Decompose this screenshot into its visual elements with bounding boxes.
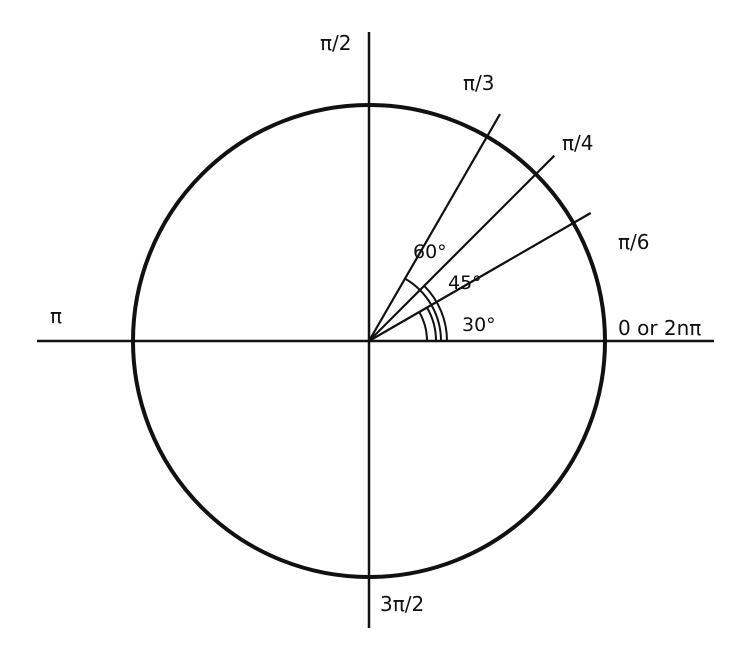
label-45-degrees: 45° [448, 272, 482, 294]
ray-pi-over-3 [368, 113, 501, 342]
ray-pi-over-6 [368, 212, 592, 342]
label-30-degrees: 30° [462, 314, 496, 336]
label-3pi-over-2: 3π/2 [380, 592, 424, 616]
arc-60-degrees [404, 277, 443, 342]
label-pi-over-3: π/3 [463, 71, 495, 95]
arc-45-degrees [423, 285, 449, 342]
label-pi-over-4: π/4 [562, 131, 594, 155]
ray-pi-over-4 [368, 154, 556, 342]
arc-30-degrees [418, 306, 437, 342]
label-60-degrees: 60° [413, 241, 447, 263]
label-zero-or-2npi: 0 or 2nπ [618, 316, 701, 340]
label-pi-over-6: π/6 [618, 230, 650, 254]
label-pi: π [50, 304, 62, 328]
label-pi-over-2: π/2 [320, 31, 352, 55]
